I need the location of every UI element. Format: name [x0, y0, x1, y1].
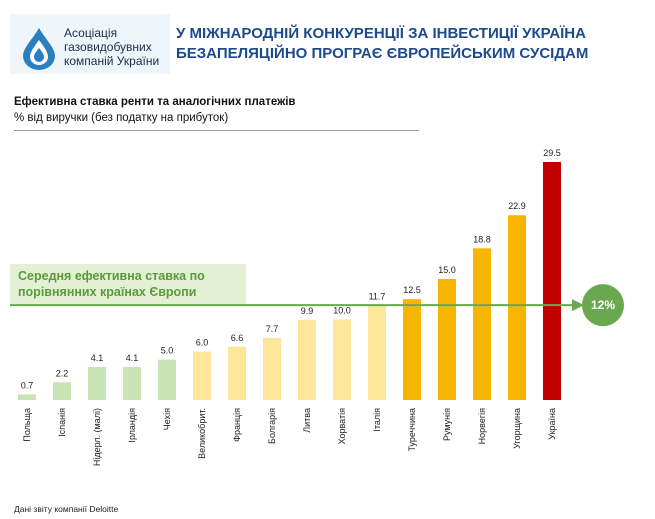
category-label: Хорватія	[337, 408, 347, 445]
bar	[53, 382, 71, 400]
logo-line-1: Асоціація	[64, 26, 118, 40]
bar	[333, 319, 351, 400]
chart-subtitle: % від виручки (без податку на прибуток)	[14, 112, 229, 124]
bar-value-label: 5.0	[161, 346, 174, 356]
category-label: Нідерл. (малі)	[92, 408, 102, 466]
bar-value-label: 6.6	[231, 333, 244, 343]
category-label: Італія	[372, 408, 382, 432]
headline-line-2: БЕЗАПЕЛЯЦІЙНО ПРОГРАЄ ЄВРОПЕЙСЬКИМ СУСІД…	[176, 45, 589, 62]
average-value-text: 12%	[591, 298, 615, 312]
bar-value-label: 18.8	[473, 234, 491, 244]
bar-value-label: 29.5	[543, 148, 561, 158]
logo-text: Асоціація газовидобувних компаній Україн…	[64, 26, 168, 68]
category-label: Туреччина	[407, 408, 417, 451]
bar-value-label: 9.9	[301, 306, 314, 316]
bar-value-label: 10.0	[333, 305, 351, 315]
average-rate-label: Середня ефективна ставка по порівнянних …	[18, 268, 244, 300]
bar-value-label: 22.9	[508, 201, 526, 211]
bar	[263, 337, 281, 400]
bar	[298, 320, 316, 400]
bar	[193, 351, 211, 400]
average-rate-label-line-2: порівнянних країнах Європи	[18, 285, 197, 299]
bar-value-label: 15.0	[438, 265, 456, 275]
logo-line-2: газовидобувних	[64, 40, 152, 54]
average-value-badge	[582, 284, 624, 327]
chart-heading: Ефективна ставка ренти та аналогічних пл…	[14, 94, 434, 126]
bar-value-label: 2.2	[56, 368, 69, 378]
bar-value-label: 0.7	[21, 380, 34, 390]
bar	[403, 299, 421, 400]
category-label: Чехія	[162, 408, 172, 430]
chart-title: Ефективна ставка ренти та аналогічних пл…	[14, 96, 296, 108]
bar-value-label: 6.0	[196, 338, 209, 348]
category-label: Румунія	[442, 408, 452, 441]
bar	[543, 162, 561, 400]
bar-value-label: 4.1	[91, 353, 104, 363]
header: Асоціація газовидобувних компаній Україн…	[0, 0, 655, 80]
gas-drop-logo-icon	[23, 28, 55, 70]
average-rate-callout: Середня ефективна ставка по порівнянних …	[10, 264, 246, 304]
category-label: Польща	[22, 408, 32, 442]
average-rate-label-line-1: Середня ефективна ставка по	[18, 269, 205, 283]
logo-line-3: компаній України	[64, 54, 160, 68]
headline-line-1: У МІЖНАРОДНІЙ КОНКУРЕНЦІЇ ЗА ІНВЕСТИЦІЇ …	[176, 25, 586, 42]
bar	[228, 346, 246, 400]
bar	[438, 278, 456, 400]
bar	[88, 366, 106, 400]
category-label: Україна	[547, 408, 557, 440]
source-note: Дані звіту компанії Deloitte	[14, 504, 119, 514]
bar-value-label: 4.1	[126, 353, 139, 363]
category-label: Ірландія	[127, 408, 137, 443]
heading-divider	[14, 130, 419, 131]
category-label: Норвегія	[477, 408, 487, 444]
category-label: Великобрит.	[197, 408, 207, 459]
category-label: Угорщина	[512, 408, 522, 449]
category-label: Болгарія	[267, 408, 277, 444]
headline: У МІЖНАРОДНІЙ КОНКУРЕНЦІЇ ЗА ІНВЕСТИЦІЇ …	[176, 24, 655, 64]
bar-value-label: 7.7	[266, 324, 279, 334]
bar	[473, 248, 491, 400]
bar-value-label: 12.5	[403, 285, 421, 295]
average-arrow-head	[572, 299, 584, 312]
bar-value-label: 11.7	[369, 292, 386, 302]
association-logo: Асоціація газовидобувних компаній Україн…	[10, 14, 170, 74]
bar	[158, 359, 176, 400]
bar	[508, 215, 526, 400]
bar	[123, 366, 141, 400]
category-label: Франція	[232, 408, 242, 442]
bar	[368, 305, 386, 400]
category-label: Іспанія	[57, 408, 67, 437]
bar	[18, 394, 36, 400]
category-label: Литва	[302, 408, 312, 433]
